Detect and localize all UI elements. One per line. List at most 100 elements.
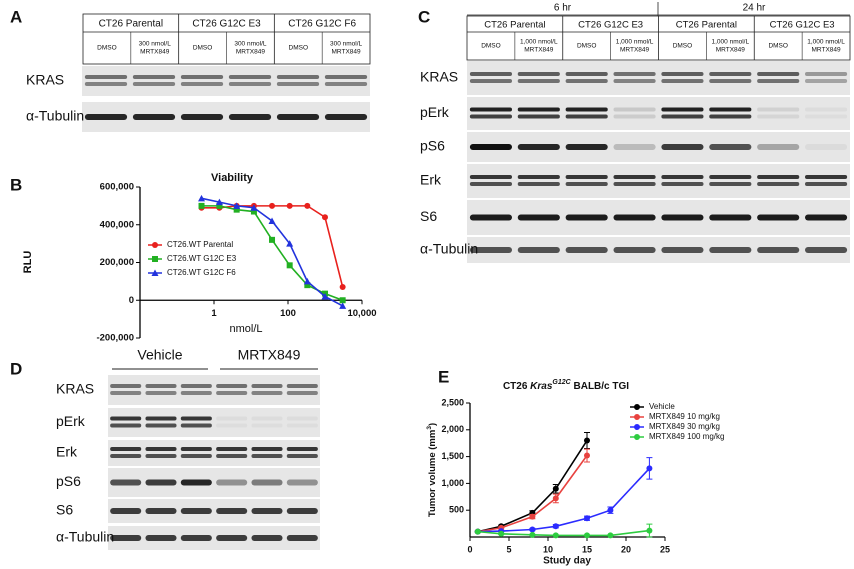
blot-band (216, 535, 248, 541)
lane-label: MRTX849 (236, 49, 266, 56)
panel-letter: B (10, 175, 22, 194)
chart-title: Viability (211, 172, 254, 184)
lane-label: 300 nmol/L (330, 41, 363, 48)
blot-band (228, 82, 272, 86)
data-point (303, 277, 311, 285)
data-point (529, 526, 536, 533)
data-point (584, 452, 590, 459)
blot-band (757, 175, 800, 179)
data-point (634, 414, 640, 420)
row-label: α-Tubulin (56, 529, 114, 545)
blot-band (565, 114, 608, 119)
blot-band (145, 479, 177, 486)
blot-band (804, 79, 848, 83)
data-point (152, 242, 158, 248)
blot-band (276, 114, 320, 120)
blot-strip (82, 66, 370, 96)
blot-band (216, 479, 248, 486)
row-label: S6 (56, 502, 73, 518)
data-point (552, 485, 559, 492)
blot-band (757, 247, 800, 253)
blot-band (517, 247, 560, 253)
blot-band (145, 384, 177, 388)
blot-band (286, 416, 318, 421)
blot-band (517, 114, 560, 119)
lane-label: 1,000 nmol/L (807, 39, 845, 46)
blot-strip (467, 97, 850, 130)
blot-strip (82, 102, 370, 132)
blot-band (517, 107, 560, 112)
lane-label: MRTX849 (332, 49, 362, 56)
blot-strip (108, 440, 320, 466)
data-point (321, 292, 329, 300)
lane-label: MRTX849 (716, 47, 746, 54)
row-label: pErk (56, 413, 86, 429)
data-point (322, 214, 328, 221)
lane-label: DMSO (289, 45, 309, 52)
data-point (552, 495, 559, 502)
blot-band (709, 72, 752, 76)
blot-band (145, 535, 177, 541)
x-tick-label: 10 (543, 544, 553, 554)
blot-band (757, 182, 800, 186)
lane-label: MRTX849 (620, 47, 650, 54)
lane-label: DMSO (577, 43, 597, 50)
blot-band (228, 114, 272, 120)
data-point (286, 202, 293, 209)
blot-band (251, 535, 283, 541)
data-point (474, 528, 481, 535)
blot-band (216, 384, 248, 388)
lane-label: MRTX849 (811, 47, 841, 54)
x-axis-label: Study day (543, 556, 591, 567)
blot-band (180, 114, 224, 120)
blot-band (132, 75, 176, 79)
blot-strip (467, 61, 850, 95)
data-point (607, 532, 614, 539)
blot-band (757, 79, 800, 83)
data-point (339, 284, 346, 291)
blot-band (757, 144, 800, 150)
x-tick-label: 20 (621, 544, 631, 554)
panel-letter: C (418, 7, 430, 26)
blot-band (324, 82, 368, 86)
blot-band (286, 535, 318, 541)
blot-band (469, 79, 513, 83)
title-part: Kras (530, 381, 553, 392)
legend-label: MRTX849 10 mg/kg (649, 412, 720, 421)
data-point (250, 204, 258, 211)
blot-band (661, 247, 704, 253)
blot-band (251, 423, 283, 428)
data-point (634, 404, 640, 410)
blot-band (469, 175, 513, 179)
blot-band (517, 182, 560, 186)
blot-band (286, 479, 318, 486)
blot-band (565, 79, 608, 83)
blot-band (517, 72, 560, 76)
blot-strip (467, 164, 850, 198)
data-point (269, 236, 276, 243)
group-label: MRTX849 (238, 347, 301, 363)
blot-band (276, 82, 320, 86)
lane-label: 1,000 nmol/L (520, 39, 558, 46)
blot-band (565, 144, 608, 150)
data-point (646, 527, 653, 534)
data-point (286, 262, 293, 269)
y-tick-label: -200,000 (96, 333, 134, 344)
y-tick-label: 2,500 (441, 397, 464, 407)
blot-band (251, 391, 283, 395)
blot-band (661, 72, 704, 76)
blot-band (145, 391, 177, 395)
blot-band (216, 416, 248, 421)
x-tick-label: 15 (582, 544, 592, 554)
data-point (268, 217, 276, 224)
label-part: 3 (426, 426, 433, 430)
y-tick-label: 600,000 (100, 182, 134, 193)
lane-label: 1,000 nmol/L (712, 39, 750, 46)
blot-band (804, 247, 848, 253)
x-tick-label: 10,000 (347, 308, 376, 319)
blot-band (145, 454, 177, 458)
blot-band (565, 107, 608, 112)
data-point (250, 208, 257, 215)
data-point (498, 530, 505, 537)
